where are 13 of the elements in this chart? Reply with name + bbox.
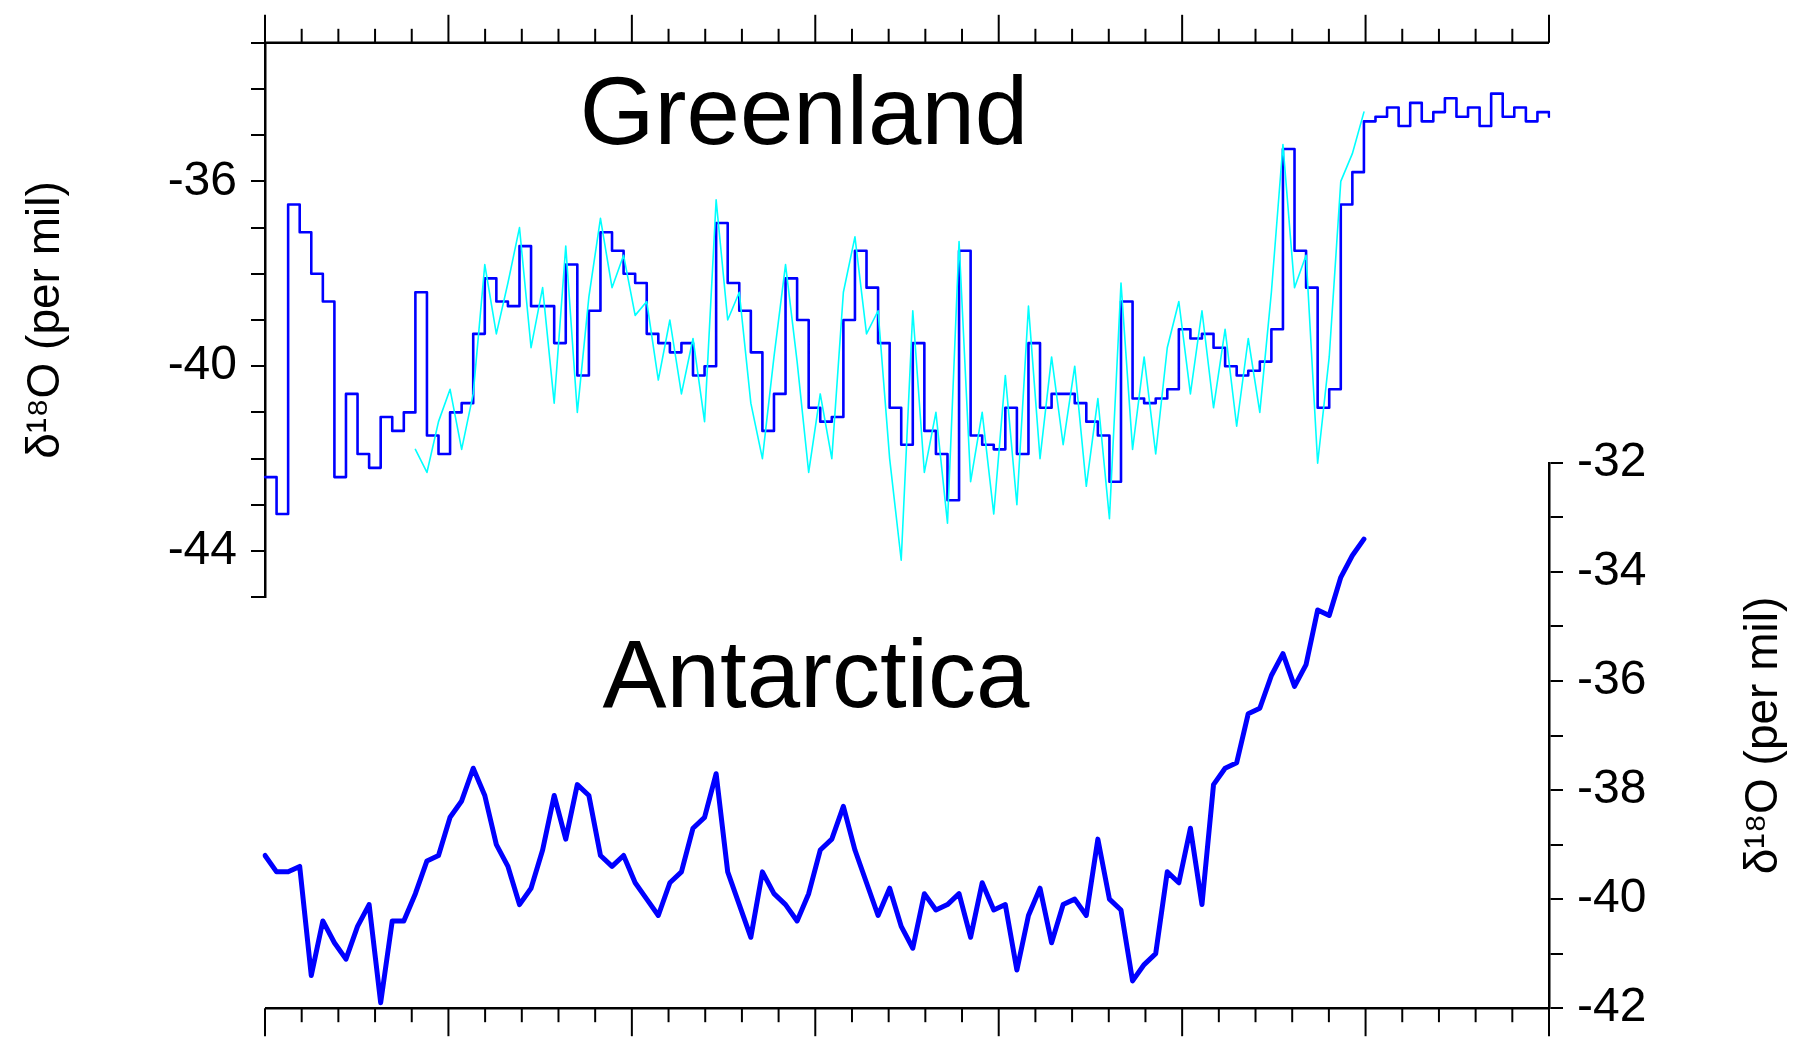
y-tick-label: -34	[1577, 542, 1647, 596]
y-tick-label: -42	[1577, 978, 1647, 1032]
text: Antarctica	[602, 620, 1031, 728]
y-tick-label: -40	[1577, 869, 1647, 923]
y-axis-title: δ¹⁸O (per mil)	[16, 181, 69, 459]
y-tick-label: -32	[1577, 433, 1647, 487]
y-tick-label: -38	[1577, 760, 1647, 814]
chart-title: Greenland	[579, 56, 1029, 164]
y-tick-label: -36	[1577, 651, 1647, 705]
y-tick-label: -40	[167, 336, 237, 390]
y-axis-title: δ¹⁸O (per mil)	[1734, 596, 1787, 875]
y-tick-label: -36	[167, 151, 237, 205]
y-tick-label: -44	[167, 521, 237, 575]
